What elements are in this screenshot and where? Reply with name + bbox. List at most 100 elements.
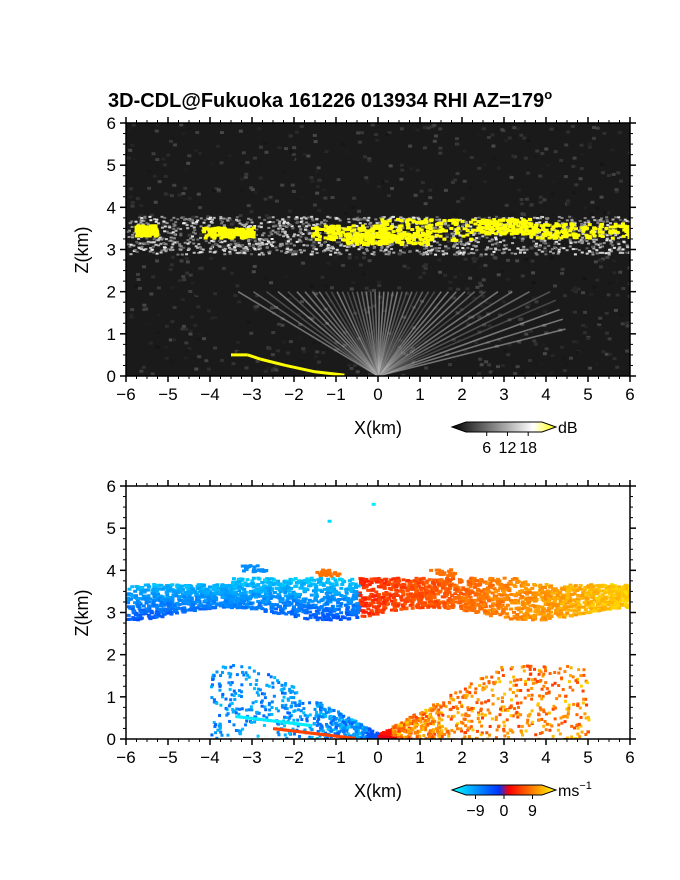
velocity-cell (541, 708, 545, 712)
velocity-cell (574, 737, 578, 739)
velocity-cell (404, 720, 408, 724)
velocity-cell (327, 725, 331, 729)
saturated-cell (314, 237, 319, 241)
saturated-cell (326, 237, 331, 241)
cloud-cell (535, 217, 539, 220)
velocity-cell (534, 733, 538, 737)
saturated-cell (417, 235, 422, 239)
noise-cell (139, 204, 144, 208)
noise-cell (459, 272, 464, 276)
saturated-cell (499, 230, 504, 234)
cloud-cell (492, 250, 496, 253)
noise-cell (413, 126, 418, 130)
noise-cell (343, 212, 348, 216)
velocity-cell (226, 733, 230, 737)
noise-cell (571, 164, 576, 168)
cloud-cell (168, 226, 172, 229)
velocity-cell (264, 708, 268, 712)
cloud-cell (388, 242, 392, 245)
noise-cell (381, 148, 386, 152)
velocity-cell (572, 702, 576, 706)
noise-cell (135, 197, 140, 201)
saturated-cell (370, 235, 375, 239)
cloud-cell (208, 250, 212, 253)
noise-cell (572, 340, 577, 344)
cloud-cell (196, 246, 200, 249)
cloud-cell (349, 239, 353, 242)
noise-cell (549, 127, 554, 131)
velocity-cell (344, 719, 348, 723)
saturated-cell (392, 234, 397, 238)
velocity-cell (308, 735, 312, 739)
cloud-cell (555, 247, 559, 250)
saturated-cell (414, 235, 419, 239)
noise-cell (369, 373, 374, 376)
cloud-cell (133, 249, 137, 252)
saturated-cell (501, 218, 506, 222)
noise-cell (349, 366, 354, 370)
cloud-cell (173, 232, 177, 235)
cloud-cell (503, 229, 507, 232)
cloud-cell (408, 250, 412, 253)
velocity-cell (271, 681, 275, 685)
noise-cell (376, 280, 381, 284)
cloud-cell (223, 240, 227, 243)
saturated-cell (247, 234, 252, 238)
cloud-cell (568, 240, 572, 243)
noise-cell (289, 150, 294, 154)
velocity-cell (494, 736, 498, 739)
velocity-cell (352, 725, 356, 729)
cloud-cell (495, 241, 499, 244)
saturated-cell (248, 231, 253, 235)
noise-cell (523, 258, 528, 262)
cloud-cell (139, 221, 143, 224)
cloud-cell (286, 235, 290, 238)
noise-cell (583, 310, 588, 314)
cloud-cell (318, 232, 322, 235)
cloud-cell (372, 251, 376, 254)
velocity-cell (325, 735, 329, 739)
cloud-cell (303, 228, 307, 231)
saturated-cell (321, 227, 326, 231)
velocity-cell (341, 735, 346, 739)
cloud-cell (417, 250, 421, 253)
velocity-cell (237, 715, 242, 719)
cloud-cell (160, 238, 164, 241)
noise-cell (492, 371, 497, 375)
saturated-cell (385, 222, 390, 226)
velocity-cell (555, 697, 559, 701)
noise-cell (387, 131, 392, 135)
velocity-cell (185, 608, 190, 612)
velocity-cell (246, 673, 250, 677)
noise-cell (359, 131, 364, 135)
velocity-cell (476, 698, 480, 702)
cloud-cell (251, 243, 255, 246)
noise-cell (170, 320, 175, 324)
cloud-cell (214, 242, 218, 245)
noise-cell (604, 311, 609, 315)
cloud-cell (425, 216, 429, 219)
velocity-cell (248, 666, 252, 670)
y-tick-label: 5 (107, 156, 116, 175)
cloud-cell (213, 251, 217, 254)
cloud-cell (322, 241, 326, 244)
velocity-cell (406, 723, 410, 727)
cloud-cell (550, 234, 554, 237)
noise-cell (313, 355, 318, 359)
cloud-cell (411, 216, 415, 219)
x-tick-label: −3 (242, 385, 261, 404)
saturated-cell (452, 238, 457, 242)
noise-cell (193, 323, 198, 327)
noise-cell (318, 341, 323, 345)
saturated-cell (523, 221, 528, 225)
cloud-cell (419, 252, 423, 255)
saturated-cell (324, 228, 329, 232)
cloud-cell (560, 216, 564, 219)
velocity-cell (506, 731, 510, 735)
noise-cell (444, 247, 449, 251)
velocity-cell (300, 717, 304, 721)
cloud-cell (427, 249, 431, 252)
cloud-cell (583, 223, 587, 226)
y-tick-label: 1 (107, 325, 116, 344)
saturated-cell (366, 241, 371, 245)
